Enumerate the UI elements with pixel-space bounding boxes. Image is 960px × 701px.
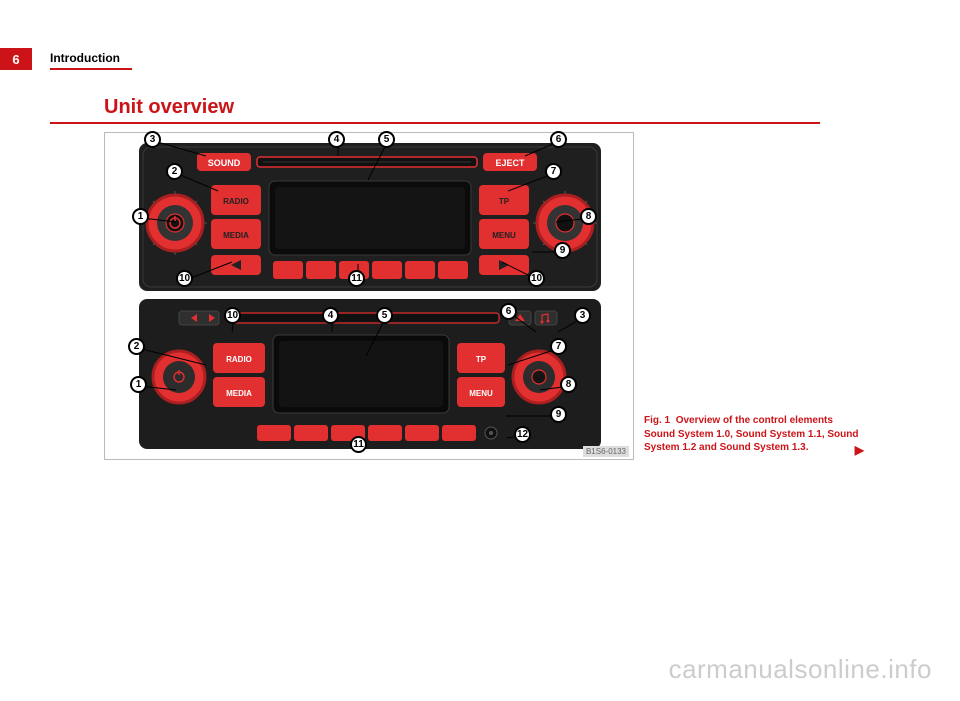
- caption-text: Overview of the control elements Sound S…: [644, 415, 859, 453]
- svg-text:EJECT: EJECT: [495, 158, 525, 168]
- svg-text:SOUND: SOUND: [208, 158, 241, 168]
- radio-b-svg: RADIO MEDIA TP MENU: [139, 299, 601, 449]
- radio-panel-a: SOUND EJECT: [139, 143, 601, 291]
- page-number: 6: [0, 52, 32, 67]
- page-number-tab: 6: [0, 48, 32, 70]
- title-underline: [50, 122, 820, 124]
- radio-a-svg: SOUND EJECT: [139, 143, 601, 291]
- header-underline: [50, 68, 132, 70]
- figure-code: B1S6-0133: [583, 446, 629, 457]
- figure: SOUND EJECT: [104, 132, 634, 460]
- svg-text:MENU: MENU: [469, 389, 493, 398]
- svg-text:MENU: MENU: [492, 231, 516, 240]
- svg-text:RADIO: RADIO: [226, 355, 252, 364]
- watermark: carmanualsonline.info: [669, 654, 932, 685]
- chapter-label: Introduction: [50, 51, 120, 65]
- svg-text:TP: TP: [476, 355, 487, 364]
- svg-text:MEDIA: MEDIA: [226, 389, 252, 398]
- figure-caption: Fig. 1 Overview of the control elements …: [644, 414, 864, 458]
- svg-text:TP: TP: [499, 197, 510, 206]
- svg-text:RADIO: RADIO: [223, 197, 249, 206]
- continue-arrow-icon: ▶: [855, 442, 864, 458]
- radio-panel-b: RADIO MEDIA TP MENU: [139, 299, 601, 449]
- section-title: Unit overview: [104, 96, 234, 119]
- svg-text:MEDIA: MEDIA: [223, 231, 249, 240]
- caption-label: Fig. 1: [644, 415, 670, 426]
